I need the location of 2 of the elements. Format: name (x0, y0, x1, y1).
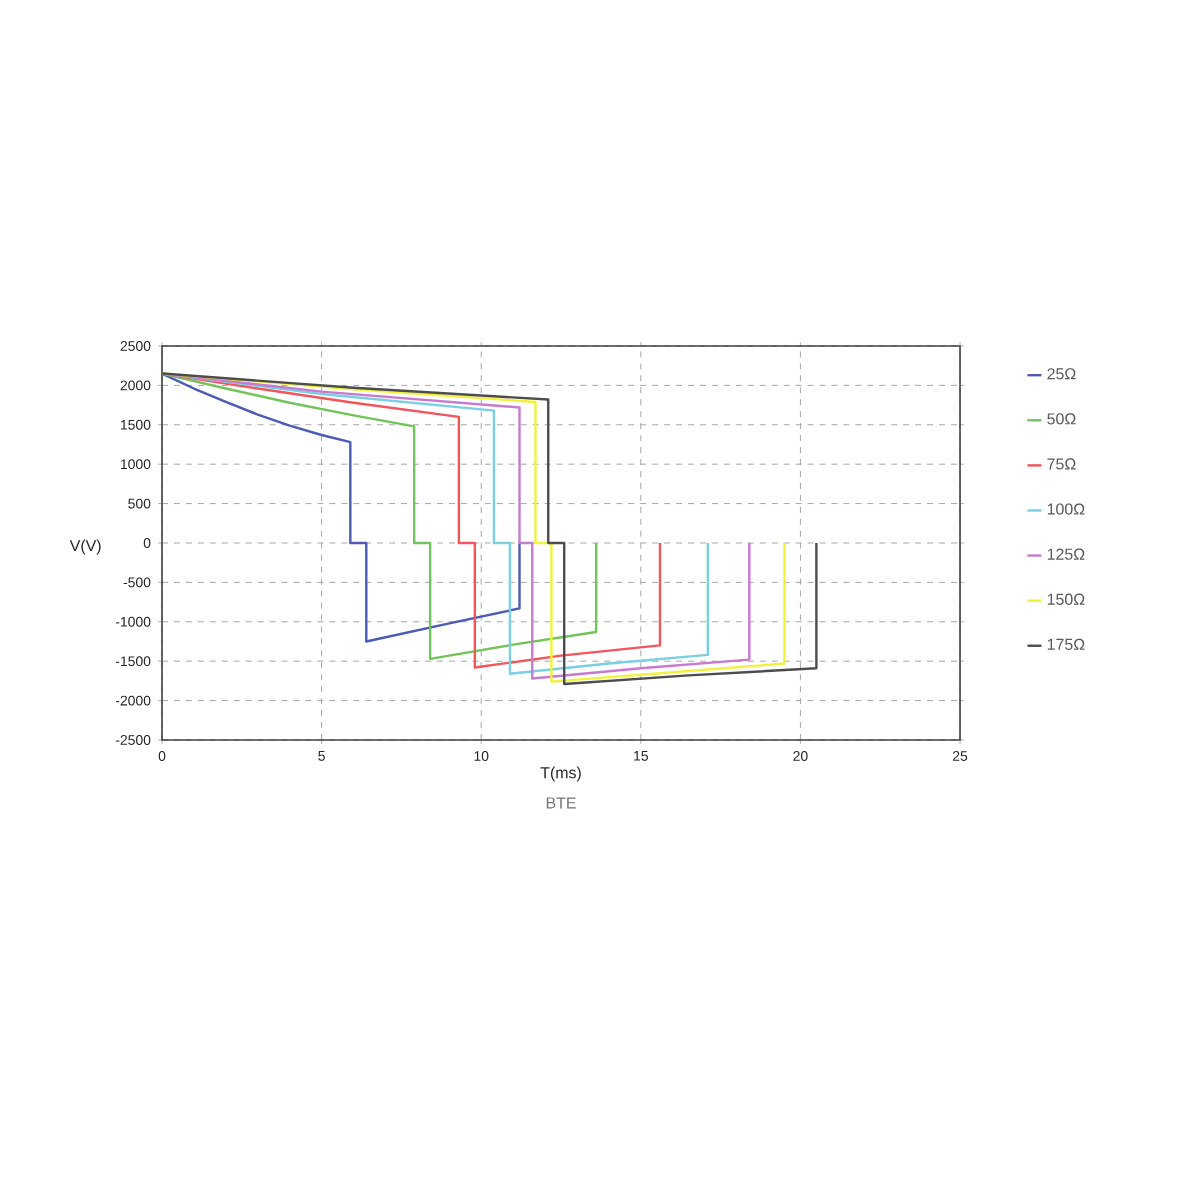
line-series (162, 372, 598, 661)
line-series (162, 372, 521, 643)
